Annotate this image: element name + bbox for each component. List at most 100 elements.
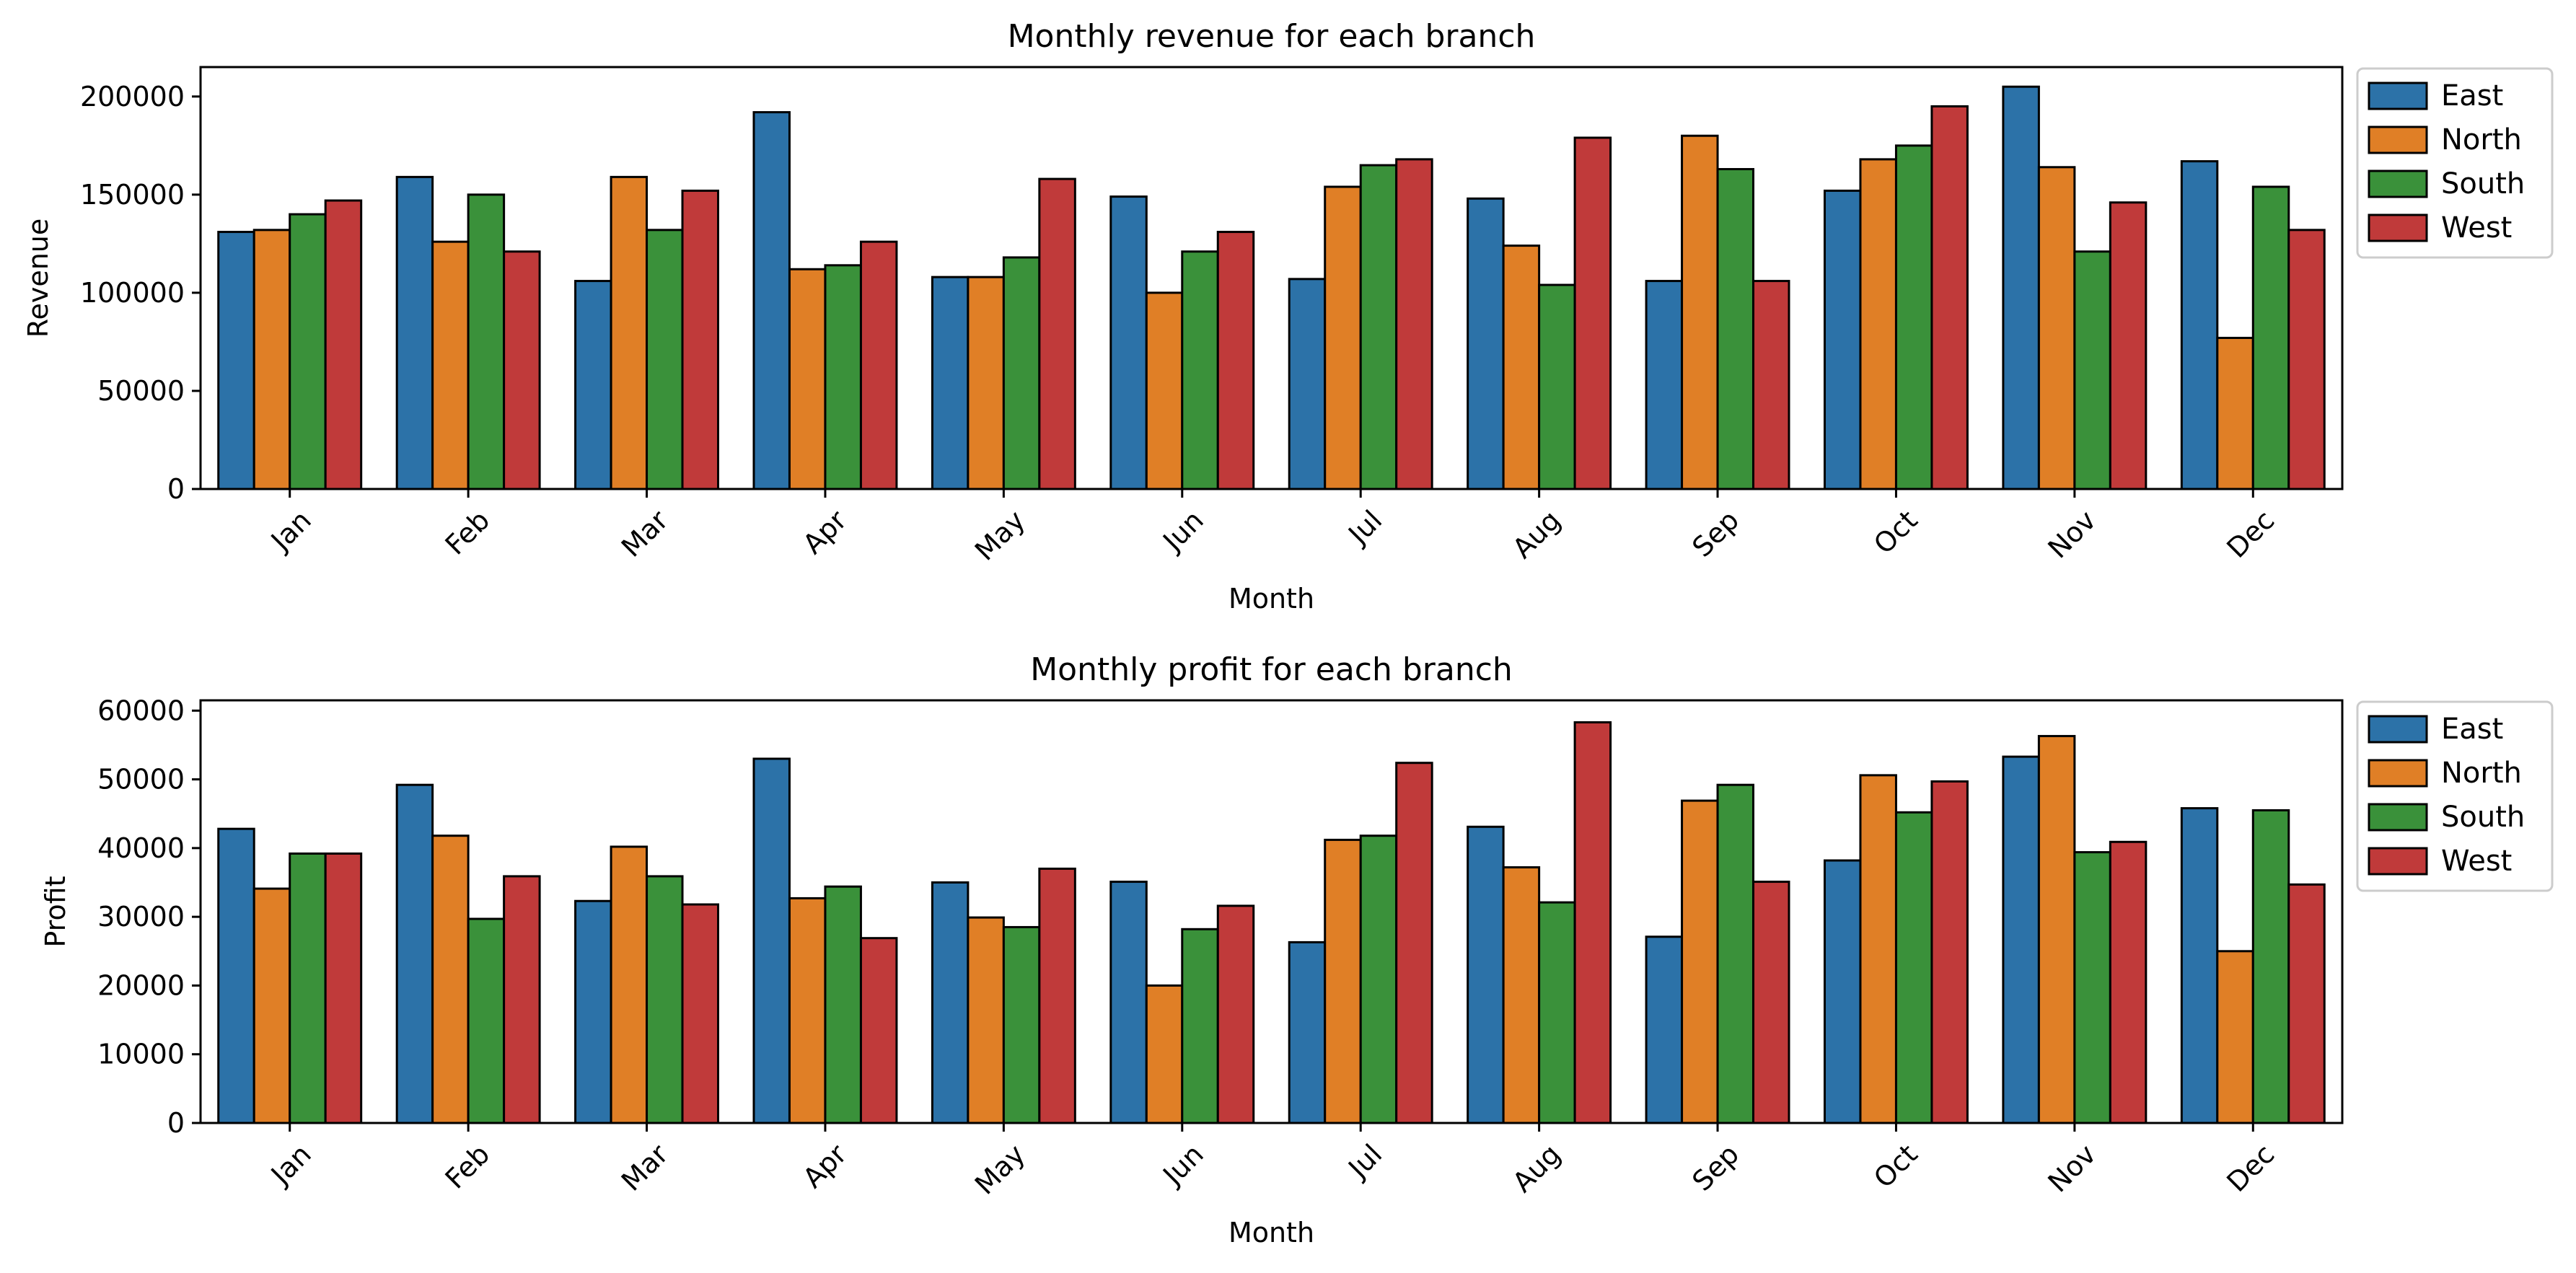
bar-south-mar: [646, 875, 684, 1124]
bar-north-mar: [610, 845, 649, 1124]
bar-south-feb: [467, 193, 506, 490]
bar-north-may: [967, 276, 1005, 490]
bar-north-dec: [2216, 950, 2254, 1124]
bar-west-jul: [1395, 762, 1433, 1124]
y-tick-label: 50000: [97, 375, 185, 407]
bar-east-jun: [1109, 195, 1148, 490]
bar-south-oct: [1894, 144, 1933, 490]
y-tick-label: 50000: [97, 764, 185, 796]
bar-south-jun: [1181, 928, 1219, 1124]
bar-east-feb: [395, 175, 434, 490]
y-axis-label: Revenue: [22, 219, 54, 338]
bar-west-jun: [1216, 904, 1255, 1124]
bar-south-jul: [1359, 164, 1398, 490]
bar-north-apr: [788, 897, 827, 1124]
bar-west-feb: [503, 875, 541, 1124]
bar-west-feb: [503, 250, 541, 490]
bar-west-dec: [2287, 229, 2326, 490]
bar-north-jun: [1145, 291, 1184, 490]
bar-west-mar: [681, 903, 720, 1124]
bar-north-feb: [431, 240, 470, 490]
legend: East North South West: [2356, 67, 2554, 259]
bar-south-may: [1002, 256, 1041, 490]
bar-north-nov: [2037, 735, 2076, 1124]
bar-west-jan: [324, 199, 363, 490]
bar-east-jul: [1288, 278, 1327, 490]
legend-swatch-north: [2368, 125, 2428, 154]
bar-north-jul: [1324, 185, 1362, 490]
bar-east-jan: [217, 231, 255, 490]
bar-north-mar: [610, 175, 649, 490]
plot-frame: [199, 699, 2344, 1124]
bar-east-mar: [574, 280, 612, 490]
bar-east-dec: [2180, 807, 2219, 1124]
bar-east-nov: [2002, 85, 2040, 490]
bar-west-oct: [1930, 105, 1969, 490]
bar-west-apr: [859, 937, 898, 1124]
legend-label-south: South: [2441, 167, 2525, 201]
bar-east-jun: [1109, 881, 1148, 1124]
legend-box: [2356, 67, 2554, 259]
bar-north-jun: [1145, 984, 1184, 1124]
bar-east-jan: [217, 827, 255, 1124]
bar-east-may: [931, 276, 970, 490]
y-tick-label: 10000: [97, 1039, 185, 1070]
bar-north-nov: [2037, 166, 2076, 490]
legend-swatch-west: [2368, 847, 2428, 876]
bar-north-feb: [431, 834, 470, 1124]
bar-east-oct: [1823, 189, 1862, 490]
bar-north-sep: [1681, 799, 1719, 1124]
bar-west-aug: [1573, 721, 1612, 1124]
legend-box: [2356, 700, 2554, 892]
bar-south-dec: [2251, 809, 2290, 1124]
legend-swatch-south: [2368, 169, 2428, 198]
bar-east-apr: [752, 757, 791, 1124]
x-axis-label: Month: [1228, 1217, 1314, 1248]
bar-south-jan: [289, 213, 327, 490]
bar-south-apr: [824, 264, 862, 490]
bar-north-may: [967, 916, 1005, 1124]
chart-title: Monthly revenue for each branch: [1008, 18, 1536, 55]
bar-north-jan: [252, 229, 291, 490]
bar-east-aug: [1467, 825, 1505, 1124]
legend-label-north: North: [2441, 757, 2522, 790]
legend-label-south: South: [2441, 801, 2525, 834]
bar-west-nov: [2109, 840, 2148, 1124]
legend-label-west: West: [2441, 845, 2512, 878]
bar-south-mar: [646, 229, 684, 490]
legend-label-north: North: [2441, 123, 2522, 157]
bar-east-aug: [1467, 197, 1505, 490]
bar-south-jun: [1181, 250, 1219, 490]
bar-west-mar: [681, 189, 720, 490]
bar-west-may: [1038, 177, 1076, 490]
bar-west-nov: [2109, 201, 2148, 490]
bar-north-sep: [1681, 134, 1719, 490]
bar-east-sep: [1645, 935, 1684, 1124]
bar-east-may: [931, 881, 970, 1124]
legend-label-west: West: [2441, 211, 2512, 245]
y-tick-label: 100000: [80, 277, 185, 309]
bar-north-jul: [1324, 838, 1362, 1124]
y-tick-label: 20000: [97, 969, 185, 1001]
bar-east-jul: [1288, 941, 1327, 1124]
bar-south-feb: [467, 917, 506, 1124]
bar-south-apr: [824, 885, 862, 1124]
chart-title: Monthly profit for each branch: [1030, 651, 1513, 688]
bar-west-dec: [2287, 883, 2326, 1124]
bar-west-sep: [1752, 881, 1790, 1124]
bar-west-apr: [859, 240, 898, 490]
bar-west-sep: [1752, 280, 1790, 490]
bar-east-nov: [2002, 755, 2040, 1124]
bar-south-sep: [1716, 167, 1755, 490]
bar-south-nov: [2073, 851, 2111, 1124]
bar-north-dec: [2216, 336, 2254, 490]
bar-north-aug: [1502, 866, 1541, 1124]
bar-north-apr: [788, 268, 827, 490]
bar-east-mar: [574, 899, 612, 1124]
bar-east-feb: [395, 783, 434, 1124]
bar-west-may: [1038, 867, 1076, 1124]
bar-west-oct: [1930, 780, 1969, 1124]
bar-south-nov: [2073, 250, 2111, 490]
y-tick-label: 200000: [80, 81, 185, 113]
y-tick-label: 40000: [97, 832, 185, 864]
